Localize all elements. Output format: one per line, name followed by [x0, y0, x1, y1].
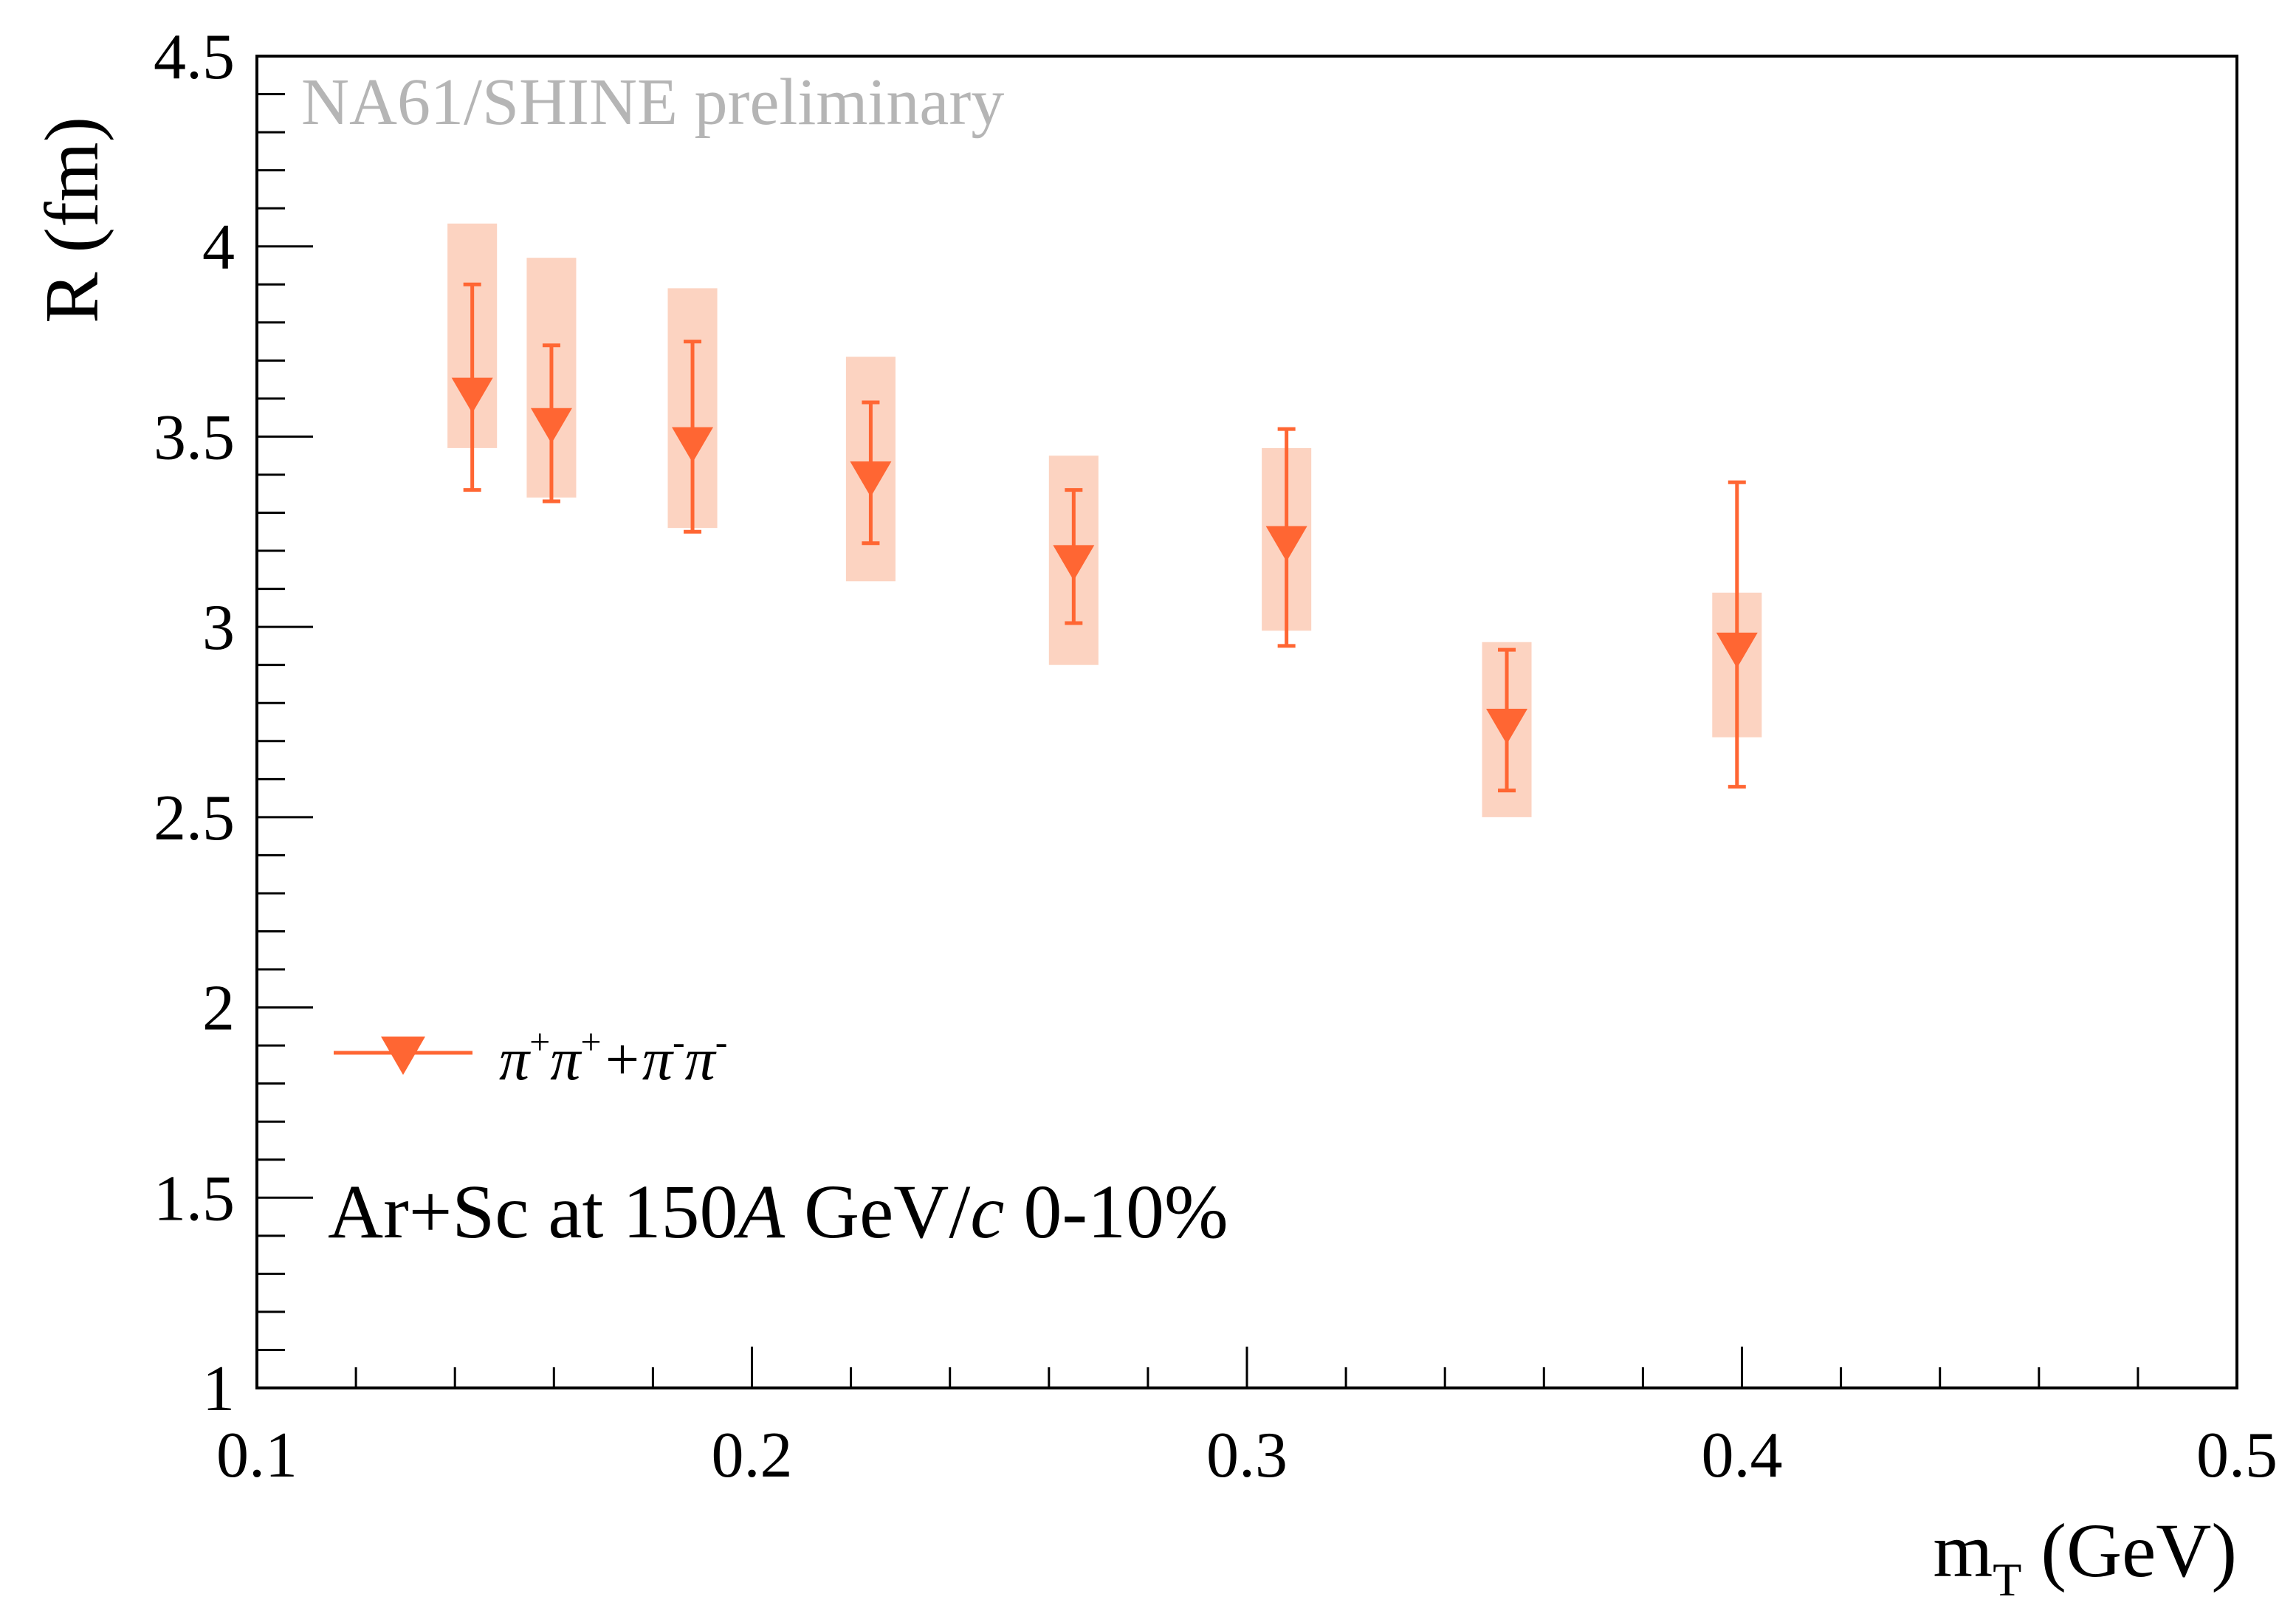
y-axis-ticks — [257, 55, 313, 1389]
y-tick-label: 1 — [202, 1353, 235, 1425]
x-tick-label: 0.3 — [1206, 1420, 1288, 1491]
y-tick-label: 2.5 — [154, 783, 235, 854]
y-tick-label: 4.5 — [154, 21, 235, 93]
y-tick-label: 2 — [202, 973, 235, 1045]
y-axis-tick-labels: 1 1.5 2 2.5 3 3.5 4 4.5 — [154, 21, 235, 1425]
y-tick-label: 3 — [202, 592, 235, 664]
x-axis-tick-labels: 0.1 0.2 0.3 0.4 0.5 — [216, 1420, 2278, 1491]
legend: π+π++π-π- — [334, 1021, 727, 1093]
watermark: NA61/SHINE preliminary — [301, 66, 1004, 139]
x-tick-label: 0.2 — [712, 1420, 793, 1491]
x-tick-label: 0.4 — [1702, 1420, 1783, 1491]
y-axis-title: R (fm) — [30, 117, 114, 323]
data-point-marker — [1053, 545, 1095, 581]
data-point-marker — [1265, 526, 1307, 562]
data-markers — [451, 377, 1758, 744]
x-axis-title: mT (GeV) — [1933, 1508, 2237, 1606]
y-tick-label: 4 — [202, 212, 235, 283]
data-point-marker — [530, 408, 572, 444]
data-point-marker — [1716, 632, 1758, 668]
x-tick-label: 0.5 — [2196, 1420, 2278, 1491]
x-tick-label: 0.1 — [216, 1420, 298, 1491]
y-tick-label: 3.5 — [154, 402, 235, 473]
y-tick-label: 1.5 — [154, 1163, 235, 1234]
annotation: Ar+Sc at 150A GeV/c 0-10% — [328, 1169, 1228, 1254]
legend-label: π+π++π-π- — [499, 1021, 727, 1093]
x-axis-title-unit: (GeV) — [2021, 1508, 2237, 1593]
x-axis-title-main: m — [1933, 1508, 1993, 1593]
data-point-marker — [451, 377, 493, 413]
x-axis-title-sub: T — [1993, 1553, 2021, 1606]
data-point-marker — [1486, 709, 1528, 744]
data-point-marker — [850, 461, 892, 497]
x-axis-ticks — [255, 1347, 2238, 1388]
legend-marker — [381, 1037, 425, 1075]
data-point-marker — [672, 427, 714, 463]
